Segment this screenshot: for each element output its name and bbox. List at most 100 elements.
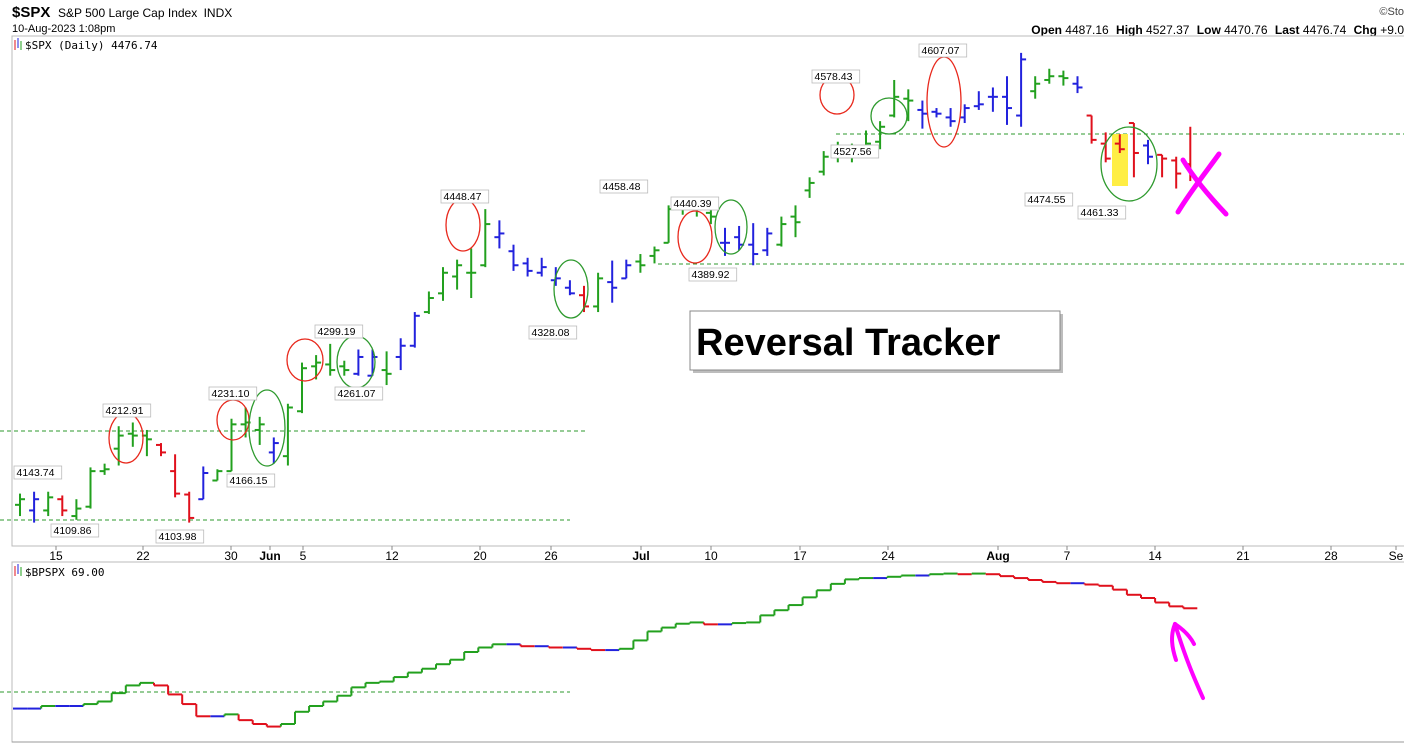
red-circle-2 xyxy=(216,399,250,441)
breadth-step-46 xyxy=(646,630,662,641)
price-bar-14 xyxy=(198,466,209,501)
price-bar-34 xyxy=(480,209,491,268)
svg-text:Aug: Aug xyxy=(986,549,1009,563)
breadth-step-21 xyxy=(294,710,309,724)
breadth-step-77 xyxy=(1083,583,1099,586)
price-label-3: 4212.91 xyxy=(102,403,152,418)
reversal-circles xyxy=(108,56,1158,467)
red-circle-3 xyxy=(286,338,324,382)
breadth-step-78 xyxy=(1097,584,1113,587)
svg-text:12: 12 xyxy=(385,549,399,563)
svg-text:4607.07: 4607.07 xyxy=(922,45,960,57)
breadth-step-35 xyxy=(491,643,507,648)
reversal-tracker-box: Reversal Tracker xyxy=(689,310,1063,373)
green-circle-3 xyxy=(553,259,589,319)
breadth-step-64 xyxy=(900,574,916,577)
svg-text:14: 14 xyxy=(1148,549,1162,563)
price-bar-56 xyxy=(790,205,801,238)
x-tick-1: 15 xyxy=(49,546,63,563)
svg-text:4166.15: 4166.15 xyxy=(230,475,268,487)
price-bar-64 xyxy=(903,89,914,122)
svg-text:Jun: Jun xyxy=(259,549,280,563)
last-bar-highlight xyxy=(1112,134,1128,186)
price-bar-24 xyxy=(339,360,350,376)
price-bar-25 xyxy=(353,349,364,376)
x-tick-4: Jun xyxy=(259,546,281,563)
price-label-14: 4578.43 xyxy=(811,69,861,84)
breadth-step-50 xyxy=(702,622,718,626)
x-tick-3: 30 xyxy=(224,546,238,563)
price-bar-67 xyxy=(945,108,956,127)
breadth-step-52 xyxy=(731,622,747,625)
green-circle-4 xyxy=(714,199,748,255)
svg-text:Se: Se xyxy=(1389,549,1404,563)
price-bar-81 xyxy=(1143,139,1153,165)
price-bar-3 xyxy=(43,491,54,517)
price-bar-37 xyxy=(522,257,533,277)
chart-timestamp: 10-Aug-2023 1:08pm xyxy=(12,23,116,35)
price-panel-legend: $SPX (Daily) 4476.74 xyxy=(14,38,158,52)
price-bar-22 xyxy=(311,355,322,380)
green-circle-2 xyxy=(336,335,376,389)
price-bar-43 xyxy=(607,260,618,303)
price-bar-7 xyxy=(99,463,110,475)
reversal-tracker-frame xyxy=(689,310,1061,371)
breadth-panel-legend: $BPSPX 69.00 xyxy=(14,564,104,579)
x-tick-11: 17 xyxy=(793,546,807,563)
price-bar-21 xyxy=(297,362,307,414)
chg-label: Chg xyxy=(1353,23,1377,37)
breadth-step-73 xyxy=(1027,578,1043,581)
x-tick-2: 22 xyxy=(136,546,150,563)
x-tick-6: 12 xyxy=(385,546,399,563)
breadth-step-13 xyxy=(181,694,197,706)
svg-text:4527.56: 4527.56 xyxy=(834,146,872,158)
ohlc-glyph-icon xyxy=(14,38,22,50)
breadth-panel-frame xyxy=(11,561,1404,743)
price-bar-13 xyxy=(184,491,195,523)
price-label-5: 4231.10 xyxy=(208,386,258,401)
open-value: 4487.16 xyxy=(1065,23,1109,37)
svg-text:28: 28 xyxy=(1324,549,1338,563)
breadth-step-74 xyxy=(1041,580,1057,583)
svg-text:20: 20 xyxy=(473,549,487,563)
price-bar-72 xyxy=(1016,52,1027,127)
breadth-step-68 xyxy=(956,573,972,576)
chg-value: +9.0 xyxy=(1380,23,1404,37)
breadth-step-84 xyxy=(1182,606,1198,610)
price-bar-82 xyxy=(1157,153,1168,178)
price-bar-28 xyxy=(395,338,406,371)
price-bar-36 xyxy=(508,244,519,271)
breadth-step-16 xyxy=(223,713,239,717)
price-bar-33 xyxy=(466,248,477,299)
breadth-step-41 xyxy=(576,647,591,650)
svg-text:4143.74: 4143.74 xyxy=(17,467,55,479)
breadth-step-49 xyxy=(688,621,704,624)
price-label-2: 4109.86 xyxy=(50,523,100,538)
breadth-step-14 xyxy=(195,704,211,718)
svg-text:4389.92: 4389.92 xyxy=(692,269,730,281)
magenta-arrow-mark xyxy=(1170,622,1205,700)
breadth-step-47 xyxy=(660,626,676,632)
price-bar-55 xyxy=(776,216,787,247)
breadth-step-48 xyxy=(674,622,690,628)
breadth-step-25 xyxy=(350,686,366,696)
breadth-step-56 xyxy=(787,604,803,611)
x-tick-8: 26 xyxy=(544,546,558,563)
price-bar-38 xyxy=(536,257,547,277)
breadth-step-72 xyxy=(1013,576,1029,580)
price-bar-23 xyxy=(325,343,336,376)
price-bar-51 xyxy=(720,227,730,256)
breadth-step-31 xyxy=(435,663,450,669)
high-label: High xyxy=(1116,23,1143,37)
price-label-4: 4103.98 xyxy=(155,529,205,544)
price-label-13: 4389.92 xyxy=(688,267,738,282)
copyright-mark: ©Sto xyxy=(1379,6,1404,18)
price-bar-73 xyxy=(1030,76,1041,99)
green-circle-5 xyxy=(870,97,908,135)
price-label-6: 4166.15 xyxy=(226,473,276,488)
breadth-step-22 xyxy=(308,705,324,712)
svg-text:Jul: Jul xyxy=(632,549,649,563)
breadth-step-69 xyxy=(970,572,986,575)
price-bar-47 xyxy=(663,205,674,244)
